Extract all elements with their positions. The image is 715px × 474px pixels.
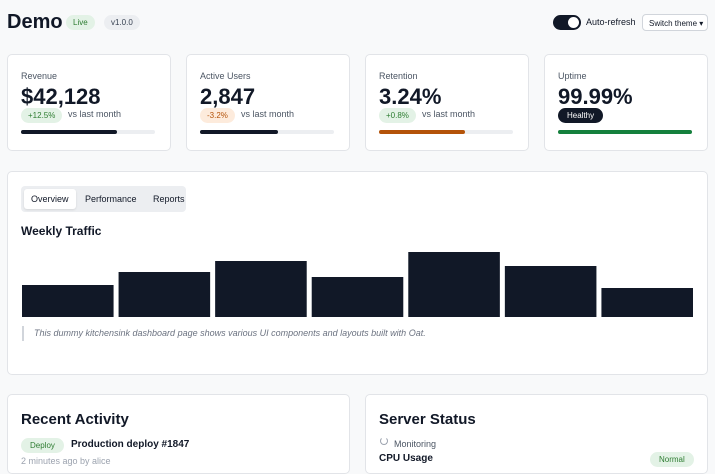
server-title: Server Status	[379, 411, 476, 428]
tab[interactable]: Overview	[24, 189, 76, 209]
stat-value: $42,128	[21, 84, 101, 109]
stat-card	[544, 54, 708, 151]
stat-value: 3.24%	[379, 84, 442, 109]
activity-meta: 2 minutes ago by alice	[21, 456, 111, 466]
activity-item-title: Production deploy #1847	[71, 439, 190, 450]
stat-note: vs last month	[422, 109, 476, 119]
progress-fill	[21, 130, 118, 134]
page: {"header":{"title":"Demo","status_badge"…	[7, 11, 708, 474]
traffic-bar	[118, 272, 211, 317]
server-badge: Normal	[650, 452, 694, 467]
version-badge: v1.0.0	[104, 15, 140, 30]
progress-fill	[200, 130, 278, 134]
toggle-knob	[568, 17, 579, 28]
page-title: Demo	[7, 11, 63, 33]
spinner	[380, 437, 388, 445]
activity-badge: Deploy	[21, 438, 64, 453]
traffic-bar	[504, 266, 597, 317]
progress-fill	[379, 130, 465, 134]
traffic-chart	[22, 252, 693, 317]
stat-change: -3.2%	[200, 108, 235, 123]
server-metric: CPU Usage	[379, 453, 433, 464]
progress-track	[200, 130, 334, 134]
quote: This dummy kitchensink dashboard page sh…	[22, 326, 426, 341]
stat-value: 99.99%	[558, 84, 633, 109]
stat-value: 2,847	[200, 84, 256, 109]
stat-label: Uptime	[558, 71, 587, 81]
stat-label: Retention	[379, 71, 418, 81]
stat-card	[7, 54, 171, 151]
progress-track	[21, 130, 155, 134]
stat-note: vs last month	[68, 109, 122, 119]
toggle-label: Auto-refresh	[586, 17, 636, 27]
stat-change: Healthy	[558, 108, 604, 123]
toggle[interactable]	[553, 15, 581, 30]
traffic-bar	[215, 261, 307, 317]
stat-change: +0.8%	[379, 108, 416, 123]
traffic-bar	[408, 252, 500, 317]
theme-button[interactable]: Switch theme ▾	[642, 14, 708, 31]
tab[interactable]: Reports	[153, 194, 185, 204]
progress-track	[558, 130, 692, 134]
activity-title: Recent Activity	[21, 411, 129, 428]
stat-card	[365, 54, 529, 151]
server-status: Monitoring	[394, 439, 437, 449]
theme-button-label: Switch theme	[649, 19, 698, 28]
body: Demo Live v1.0.0 Auto-refresh Switch the…	[7, 11, 708, 474]
stat-change: +12.5%	[21, 108, 63, 123]
stat-label: Active Users	[200, 71, 251, 81]
stat-label: Revenue	[21, 71, 58, 81]
chart-title: Weekly Traffic	[21, 224, 102, 238]
traffic-bar	[601, 288, 693, 317]
traffic-bar	[22, 285, 114, 317]
stat-note: vs last month	[241, 109, 295, 119]
traffic-bar	[311, 277, 404, 317]
progress-track	[379, 130, 513, 134]
progress-fill	[558, 130, 692, 134]
stat-card	[186, 54, 350, 151]
live-badge: Live	[66, 15, 95, 30]
tab[interactable]: Performance	[85, 194, 137, 204]
